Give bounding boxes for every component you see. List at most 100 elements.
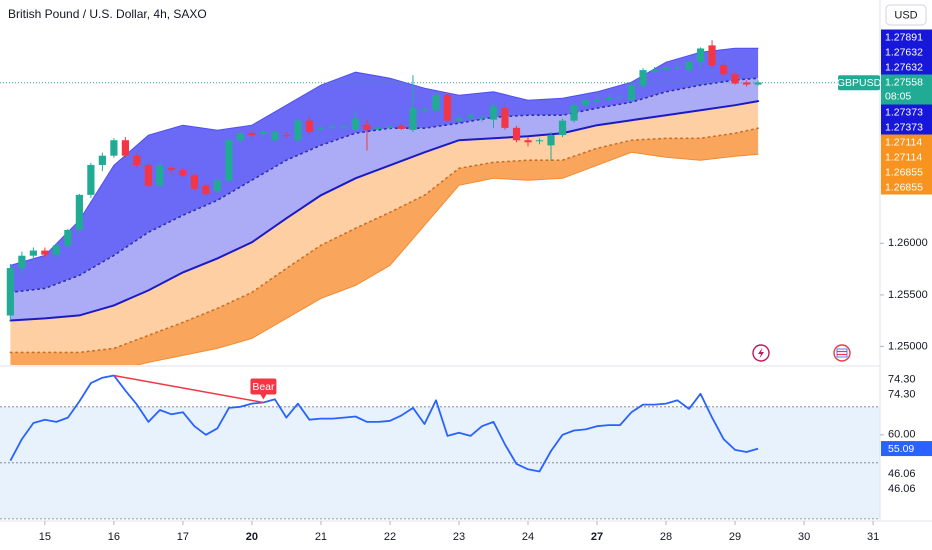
y-tick-label: 1.26000 [888,237,928,249]
x-tick-label: 23 [453,531,465,543]
candle-body [225,140,233,181]
price-label-box [881,104,932,120]
y-tick-label: 1.25500 [888,289,928,301]
candle-body [662,68,670,70]
candle-body [719,64,728,75]
candle-body [754,82,762,85]
candle-body [213,180,222,191]
price-label: 1.27114 [885,136,922,148]
candle-body [397,125,406,129]
event-icon[interactable] [833,344,851,362]
candle-body [282,135,291,137]
rsi-line [9,374,759,473]
last-price-box [881,74,932,105]
candle-body [259,131,268,135]
candle-body [271,131,279,141]
currency-box[interactable] [885,4,927,26]
x-tick-label: 28 [660,531,672,543]
band-line [9,100,760,322]
candle-body [340,126,348,128]
price-label: 1.27114 [885,151,922,163]
candle-body [731,74,739,84]
candle-body [535,140,544,142]
alert-icon[interactable] [752,344,770,362]
candle-body [248,133,256,136]
candle-body [409,108,417,130]
price-label-box [881,44,932,60]
candle-body [317,127,325,129]
x-tick-label: 17 [177,531,189,543]
divergence-label: Bear [252,381,275,393]
level-label: 74.30 [888,389,916,401]
x-tick-label: 20 [246,531,258,543]
candle-body [144,164,152,186]
candle-body [190,175,199,189]
candle-body [29,250,37,256]
level-label: 46.06 [888,483,916,495]
candle-body [443,94,452,121]
candle-body [685,61,693,71]
candle-body [41,250,49,255]
price-label: 1.26855 [885,166,923,178]
price-label-box [881,59,932,75]
x-tick-label: 31 [867,531,879,543]
candle-body [650,70,659,72]
candle-body [236,133,245,141]
countdown-label: 08:05 [885,90,911,102]
chart-title: British Pound / U.S. Dollar, 4h, SAXO [8,7,207,21]
x-tick-label: 21 [315,531,327,543]
level-label: 74.30 [888,374,916,386]
price-label: 1.26855 [885,181,923,193]
x-tick-label: 30 [798,531,810,543]
candle-body [455,118,463,121]
divergence-pointer [260,394,267,400]
price-label: 1.27373 [885,106,923,118]
symbol-label: GBPUSD [837,77,882,89]
candle-body [696,48,705,62]
candle-body [604,97,613,99]
candle-body [52,245,60,255]
band-line [135,151,759,365]
price-label-box [881,164,932,180]
candle-body [742,82,751,85]
x-tick-label: 29 [729,531,741,543]
candle-body [478,117,486,119]
price-label: 1.27632 [885,46,923,58]
candle-body [581,100,590,106]
candle-body [121,140,129,156]
candle-body [328,126,337,128]
symbol-box [838,75,880,91]
candle-body [570,105,578,121]
candle-body [593,100,601,102]
price-label: 1.27632 [885,61,923,73]
x-tick-label: 22 [384,531,396,543]
candle-body [386,126,394,128]
price-label-box [881,119,932,135]
price-label: 1.27891 [885,31,923,43]
candle-body [466,115,475,118]
candle-body [512,127,521,141]
candle-body [489,106,498,120]
candle-body [420,109,429,111]
candle-body [374,127,383,129]
candle-body [524,140,532,143]
candle-body [547,135,555,146]
candle-body [75,194,83,230]
candle-body [6,268,14,316]
rsi-pane: Bear [0,374,880,520]
y-tick-label: 1.25000 [888,340,928,352]
candle-body [363,124,371,130]
band-fill [10,78,759,321]
candle-body [167,168,175,171]
candle-body [501,108,509,128]
candle-body [558,120,567,136]
x-tick-label: 16 [108,531,120,543]
candle-body [18,255,26,269]
candle-body [179,170,187,176]
price-label: 1.27373 [885,121,923,133]
divergence-line [113,374,264,404]
candle-body [708,45,716,65]
candle-body [627,85,636,101]
